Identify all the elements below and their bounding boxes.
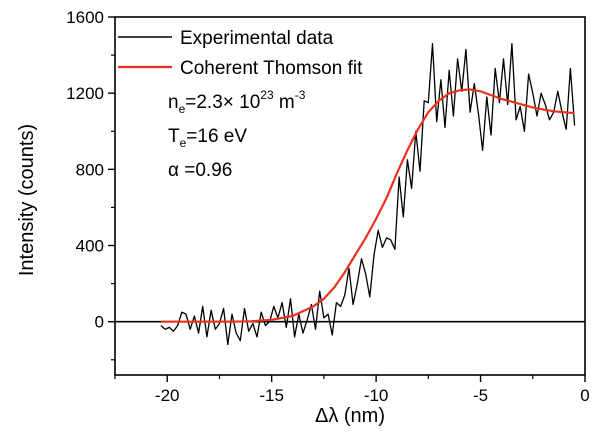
series-layer <box>160 43 576 346</box>
x-tick-label: -20 <box>155 386 180 405</box>
y-tick-label: 1600 <box>66 8 104 27</box>
legend-label-fit: Coherent Thomson fit <box>180 58 363 79</box>
plot-axes <box>108 16 586 382</box>
y-tick-label: 0 <box>95 313 104 332</box>
y-tick-label: 1200 <box>66 84 104 103</box>
x-tick-label: 0 <box>580 386 589 405</box>
plot-frame <box>114 16 586 376</box>
annotation-temperature: Te=16 eV <box>168 126 247 150</box>
y-axis-title: Intensity (counts) <box>16 124 38 276</box>
legend-label-experimental: Experimental data <box>180 28 334 49</box>
series-experimental-data <box>160 43 576 346</box>
x-tick-label: -5 <box>473 386 488 405</box>
x-axis-title: Δλ (nm) <box>315 405 385 427</box>
y-tick-label: 400 <box>76 237 104 256</box>
fit-parameters: ne=2.3× 1023 m-3 Te=16 eV α =0.96 <box>168 88 306 181</box>
annotation-alpha: α =0.96 <box>168 160 232 181</box>
tick-labels: -20 -15 -10 -5 0 0 400 800 1200 1600 <box>66 8 590 405</box>
x-tick-label: -15 <box>259 386 284 405</box>
x-tick-label: -10 <box>364 386 389 405</box>
legend: Experimental data Coherent Thomson fit <box>118 28 363 79</box>
series-coherent-thomson-fit <box>161 88 575 323</box>
y-tick-label: 800 <box>76 160 104 179</box>
annotation-density: ne=2.3× 1023 m-3 <box>168 88 306 116</box>
